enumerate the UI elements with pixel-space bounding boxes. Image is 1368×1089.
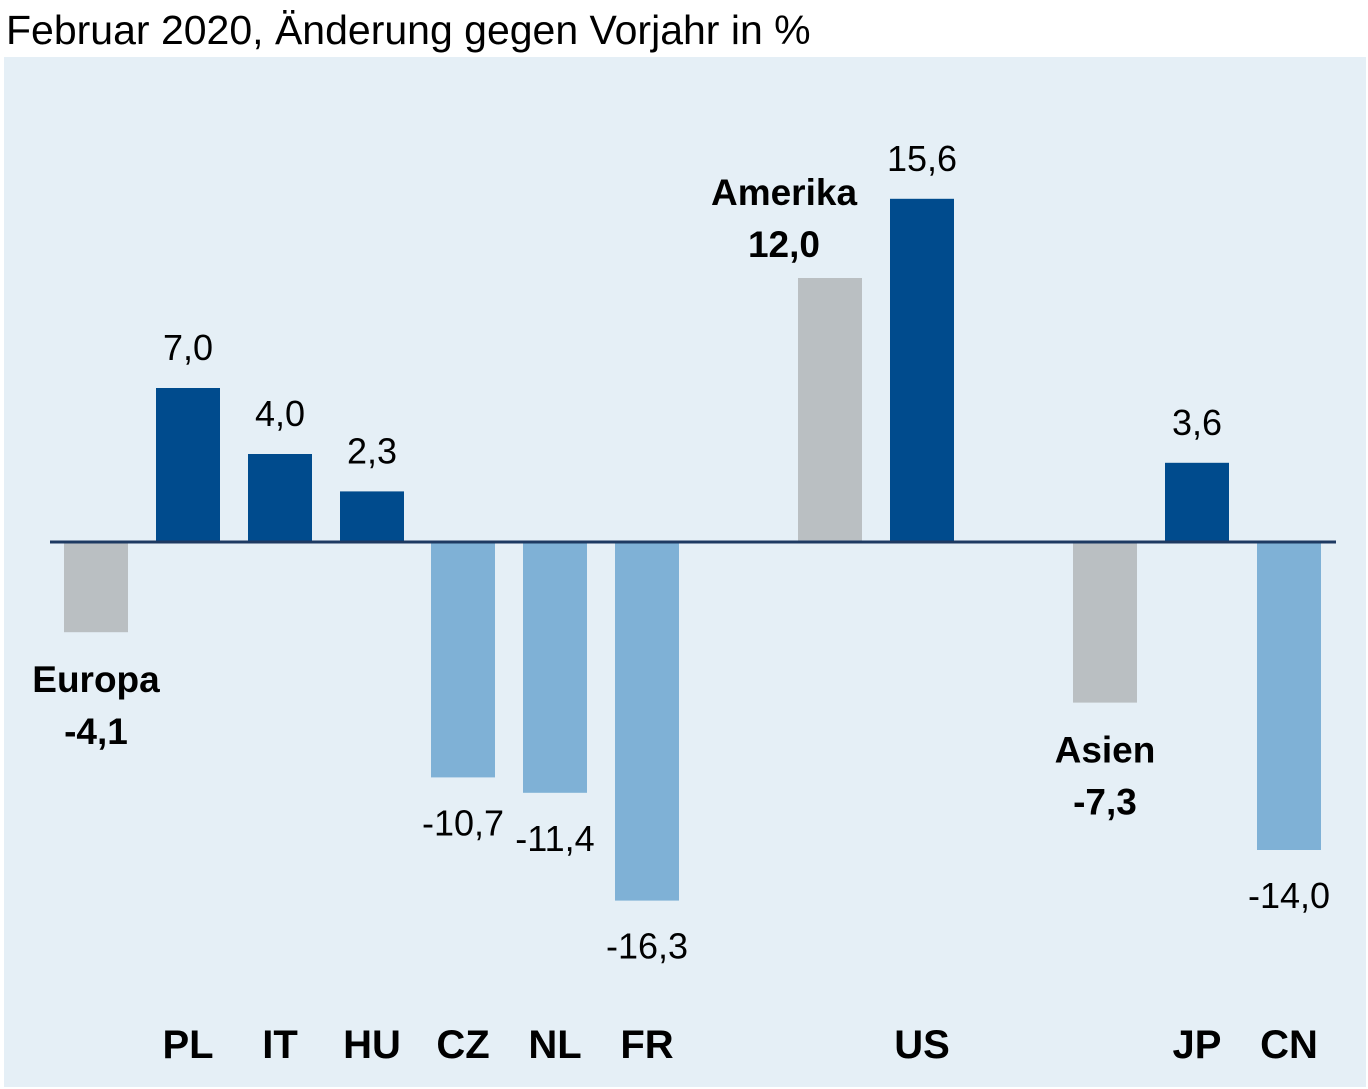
bar-it xyxy=(248,454,312,542)
bar-hu xyxy=(340,491,404,542)
bar-nl xyxy=(523,542,587,793)
data-label-hu: 2,3 xyxy=(347,430,397,471)
bar-cn xyxy=(1257,542,1321,850)
bar-asien xyxy=(1073,542,1137,703)
chart-title: Februar 2020, Änderung gegen Vorjahr in … xyxy=(6,7,811,53)
category-label-us: US xyxy=(894,1023,950,1067)
category-label-cz: CZ xyxy=(436,1023,489,1067)
bar-us xyxy=(890,198,954,543)
bars-layer xyxy=(64,198,1321,901)
category-label-jp: JP xyxy=(1173,1023,1222,1067)
data-label-fr: -16,3 xyxy=(606,926,688,967)
data-label-cz: -10,7 xyxy=(422,802,504,843)
bar-europa xyxy=(64,542,128,633)
category-label-it: IT xyxy=(262,1023,298,1067)
data-label-jp: 3,6 xyxy=(1172,402,1222,443)
aggregate-name-amerika: Amerika xyxy=(711,172,857,213)
category-label-pl: PL xyxy=(162,1023,213,1067)
aggregate-value-europa: -4,1 xyxy=(64,711,128,752)
aggregate-name-asien: Asien xyxy=(1055,730,1156,771)
aggregate-value-asien: -7,3 xyxy=(1073,782,1137,823)
labels-layer: Europa -4,1 7,0 PL 4,0 IT 2,3 HU -10,7 CZ -11,4 NL -… xyxy=(32,138,1330,1067)
bar-pl xyxy=(156,388,220,542)
data-label-it: 4,0 xyxy=(255,393,305,434)
aggregate-name-europa: Europa xyxy=(32,659,160,700)
plot-background xyxy=(4,57,1366,1087)
bar-fr xyxy=(615,542,679,901)
aggregate-value-amerika: 12,0 xyxy=(748,224,820,265)
data-label-pl: 7,0 xyxy=(163,327,213,368)
data-label-us: 15,6 xyxy=(887,138,957,179)
bar-amerika xyxy=(798,278,862,542)
category-label-hu: HU xyxy=(343,1023,401,1067)
bar-jp xyxy=(1165,462,1229,542)
category-label-fr: FR xyxy=(620,1023,673,1067)
category-label-cn: CN xyxy=(1260,1023,1318,1067)
data-label-nl: -11,4 xyxy=(515,818,594,859)
data-label-cn: -14,0 xyxy=(1248,875,1330,916)
category-label-nl: NL xyxy=(528,1023,581,1067)
bar-cz xyxy=(431,542,495,778)
